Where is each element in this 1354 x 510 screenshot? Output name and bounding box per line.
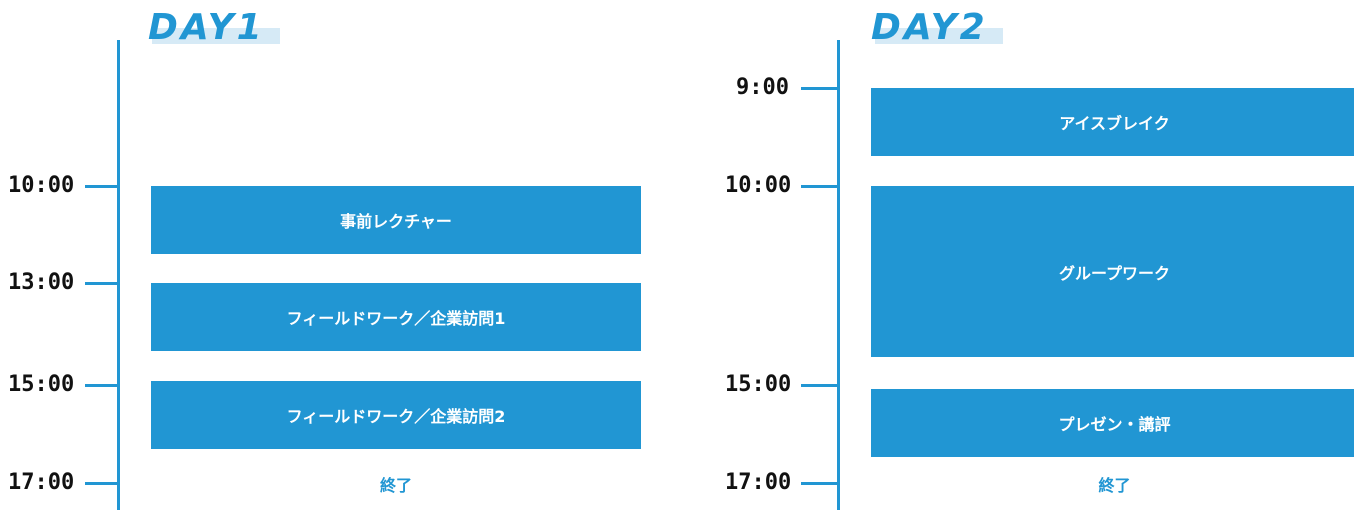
day2-timeline-line <box>837 40 840 510</box>
day2-time-label: 9:00 <box>736 75 789 100</box>
day2-block-icebreak: アイスブレイク <box>871 88 1354 156</box>
day2-block-presentation: プレゼン・講評 <box>871 389 1354 457</box>
day1-time-tick <box>85 384 118 387</box>
day1-block-fieldwork-2: フィールドワーク／企業訪問2 <box>151 381 641 449</box>
day2-title: DAY2 <box>871 7 988 48</box>
day1-time-label: 10:00 <box>8 173 75 198</box>
day2-end-label: 終了 <box>1098 476 1131 495</box>
day1-timeline-line <box>117 40 120 510</box>
day2-time-label: 15:00 <box>725 372 792 397</box>
day1-block-fieldwork-1: フィールドワーク／企業訪問1 <box>151 283 641 351</box>
day1-time-tick <box>85 282 118 285</box>
day1-block-lecture: 事前レクチャー <box>151 186 641 254</box>
day2-time-label: 17:00 <box>725 470 792 495</box>
day2-title-wrap: DAY2 <box>871 6 1003 50</box>
day1-title: DAY1 <box>148 7 265 48</box>
day1-time-tick <box>85 482 118 485</box>
day1-title-highlight <box>152 28 280 44</box>
day2-time-tick <box>801 482 838 485</box>
day1-schedule: DAY1 10:00 13:00 15:00 17:00 事前レクチャー フィー… <box>0 0 641 510</box>
day1-end-label: 終了 <box>379 476 412 495</box>
day2-schedule: DAY2 9:00 10:00 15:00 17:00 アイスブレイク グループ… <box>718 0 1354 510</box>
day1-time-label: 17:00 <box>8 470 75 495</box>
day2-time-tick <box>801 384 838 387</box>
day2-time-tick <box>801 185 838 188</box>
day1-time-label: 13:00 <box>8 270 75 295</box>
day2-block-groupwork: グループワーク <box>871 186 1354 357</box>
day2-title-highlight <box>875 28 1003 44</box>
day1-title-wrap: DAY1 <box>148 6 280 50</box>
day1-time-label: 15:00 <box>8 372 75 397</box>
day1-time-tick <box>85 185 118 188</box>
day2-time-label: 10:00 <box>725 173 792 198</box>
day2-time-tick <box>801 87 838 90</box>
